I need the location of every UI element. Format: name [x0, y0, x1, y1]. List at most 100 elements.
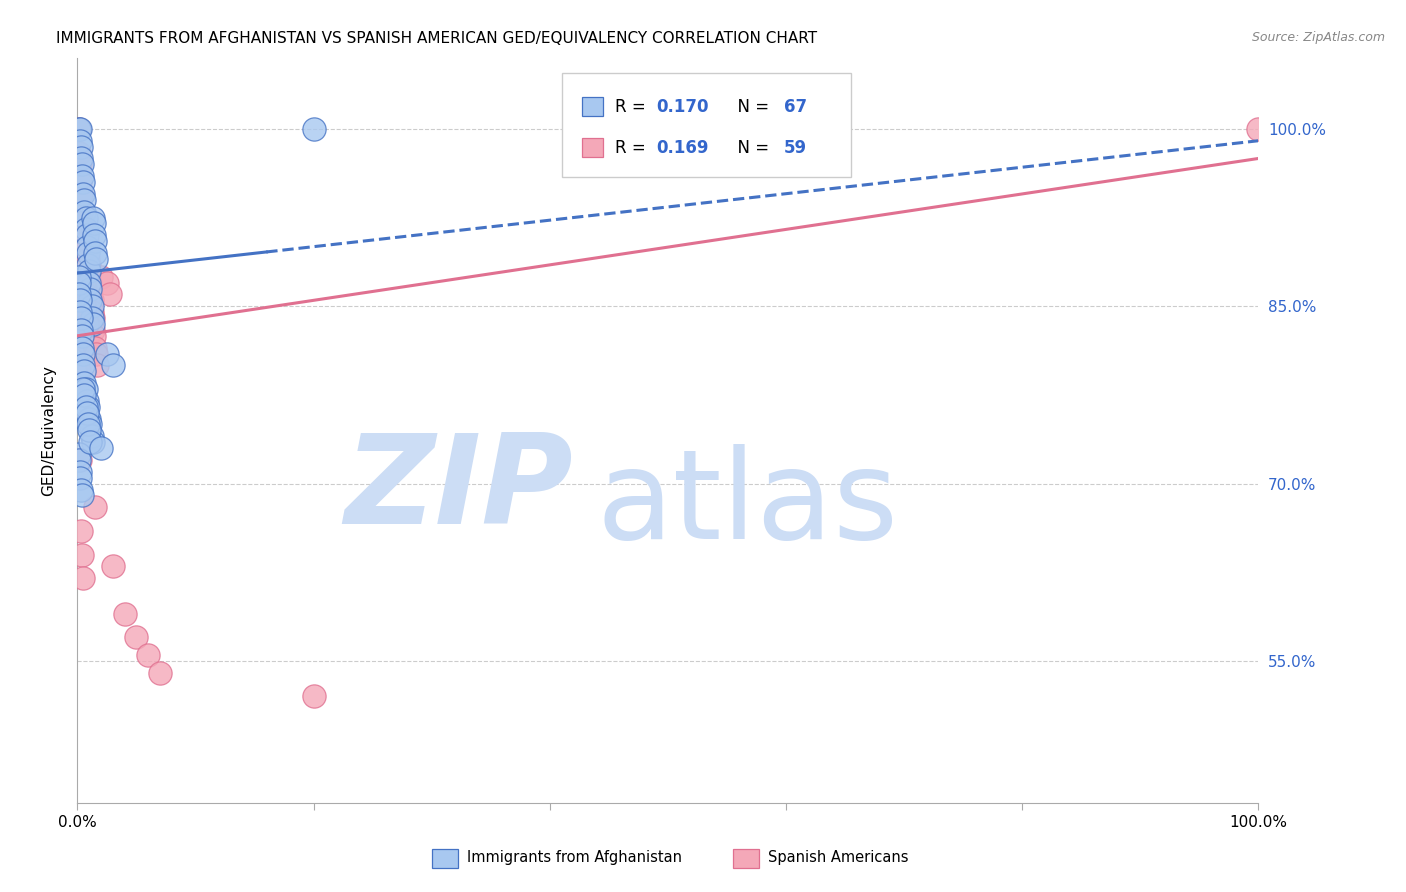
Point: [80, 429, 103, 443]
Point: [84, 246, 107, 260]
Point: [70, 186, 93, 201]
Point: [80, 293, 103, 308]
Point: [67, 122, 90, 136]
Point: [70, 139, 93, 153]
Text: Spanish Americans: Spanish Americans: [768, 850, 908, 865]
Point: [80, 305, 103, 319]
Point: [77, 258, 100, 272]
Point: [77, 411, 100, 425]
Point: [70, 204, 93, 219]
Point: [67, 269, 90, 284]
Point: [75, 382, 97, 396]
Point: [79, 417, 101, 432]
Point: [69, 134, 91, 148]
Text: N =: N =: [727, 139, 775, 157]
Point: [76, 334, 98, 349]
Point: [70, 483, 93, 497]
Point: [75, 400, 97, 414]
Point: [75, 222, 97, 236]
Point: [70, 217, 93, 231]
Point: [69, 471, 91, 485]
Point: [72, 359, 94, 373]
Point: [72, 186, 94, 201]
Point: [100, 287, 122, 301]
Text: 0.169: 0.169: [657, 139, 709, 157]
Point: [302, 690, 325, 704]
Point: [69, 269, 91, 284]
Point: [73, 388, 96, 402]
Point: [67, 364, 90, 378]
FancyBboxPatch shape: [733, 849, 759, 868]
Point: [70, 152, 93, 166]
Point: [82, 323, 104, 337]
Text: ZIP: ZIP: [344, 429, 574, 550]
Point: [72, 175, 94, 189]
Point: [72, 287, 94, 301]
Point: [114, 607, 136, 621]
Point: [70, 341, 93, 355]
Point: [70, 524, 93, 538]
Point: [77, 276, 100, 290]
Point: [70, 548, 93, 562]
Point: [67, 453, 90, 467]
Point: [77, 258, 100, 272]
FancyBboxPatch shape: [582, 97, 603, 116]
Text: 59: 59: [783, 139, 807, 157]
Point: [69, 122, 91, 136]
Point: [79, 287, 101, 301]
Point: [70, 287, 93, 301]
Point: [75, 311, 97, 326]
Point: [70, 157, 93, 171]
Point: [70, 311, 93, 326]
Point: [69, 453, 91, 467]
Point: [80, 299, 103, 313]
Point: [70, 305, 93, 319]
Point: [73, 364, 96, 378]
Point: [84, 500, 107, 515]
Point: [77, 400, 100, 414]
Point: [96, 276, 118, 290]
Point: [76, 317, 98, 331]
Point: [90, 441, 112, 455]
Point: [76, 406, 98, 420]
Point: [73, 276, 96, 290]
Point: [73, 193, 96, 207]
Point: [70, 169, 93, 184]
Point: [69, 175, 91, 189]
Point: [67, 287, 90, 301]
Point: [72, 246, 94, 260]
Point: [67, 447, 90, 461]
Point: [69, 157, 91, 171]
Point: [79, 281, 101, 295]
Text: 0.170: 0.170: [657, 98, 709, 116]
Point: [1247, 122, 1270, 136]
Point: [70, 488, 93, 502]
Point: [76, 234, 98, 248]
Point: [86, 359, 108, 373]
Point: [72, 264, 94, 278]
Point: [84, 252, 107, 266]
Text: IMMIGRANTS FROM AFGHANISTAN VS SPANISH AMERICAN GED/EQUIVALENCY CORRELATION CHAR: IMMIGRANTS FROM AFGHANISTAN VS SPANISH A…: [56, 31, 817, 46]
Point: [80, 311, 103, 326]
Point: [67, 376, 90, 390]
Point: [70, 328, 93, 343]
Point: [101, 359, 124, 373]
Point: [77, 240, 100, 254]
Point: [77, 252, 100, 266]
Point: [70, 234, 93, 248]
Point: [84, 346, 107, 360]
Point: [75, 305, 97, 319]
Point: [73, 204, 96, 219]
Point: [73, 299, 96, 313]
Point: [70, 323, 93, 337]
Point: [82, 435, 104, 450]
Point: [77, 424, 100, 438]
Point: [72, 346, 94, 360]
Point: [72, 571, 94, 585]
Point: [77, 417, 100, 432]
Point: [67, 145, 90, 160]
Point: [84, 234, 107, 248]
Point: [90, 269, 112, 284]
Text: N =: N =: [727, 98, 775, 116]
FancyBboxPatch shape: [432, 849, 457, 868]
